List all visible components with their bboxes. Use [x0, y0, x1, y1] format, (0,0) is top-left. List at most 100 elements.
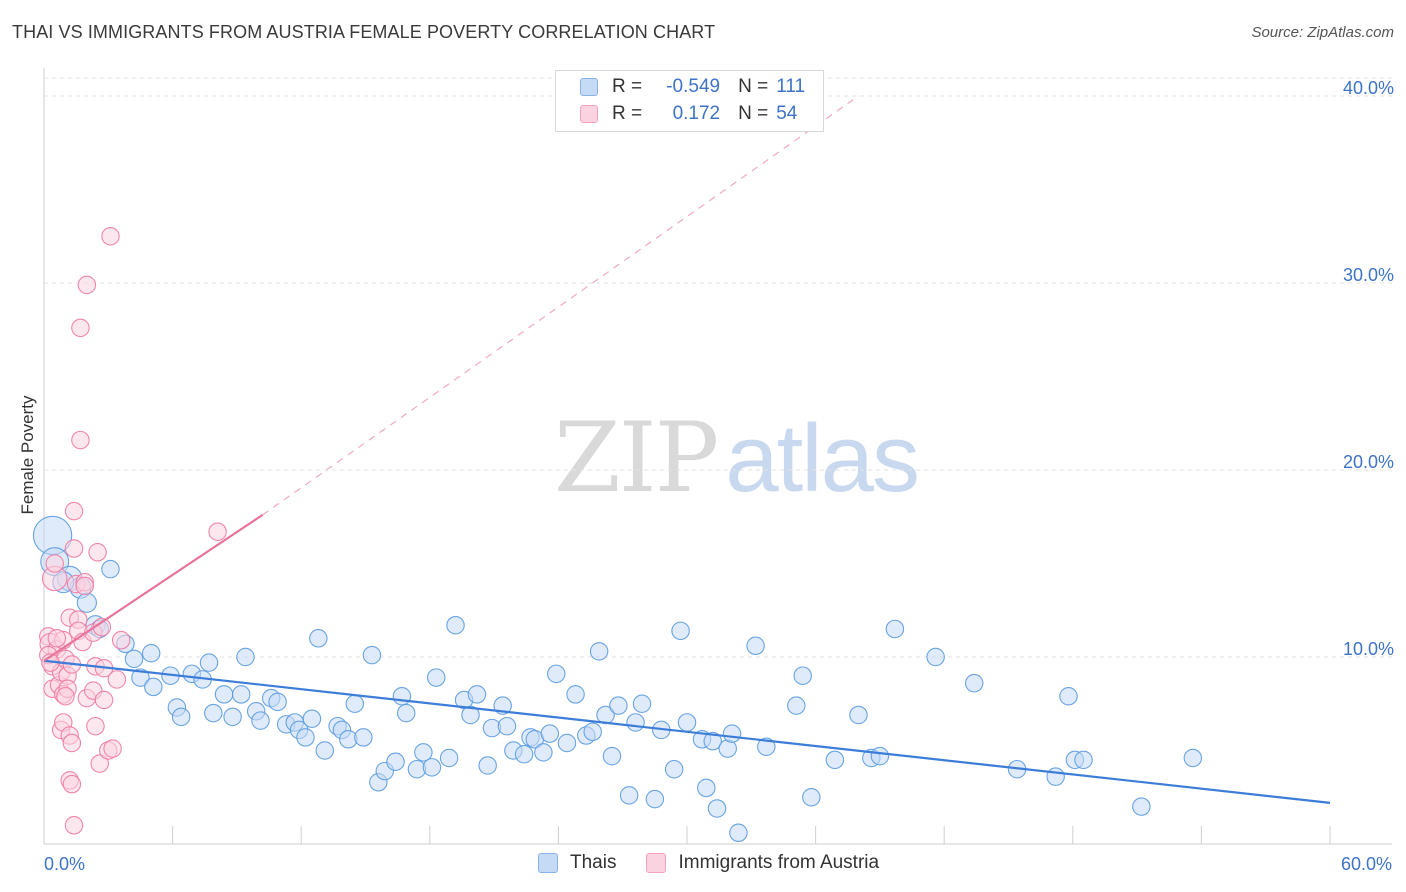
- data-point-thais: [609, 696, 628, 715]
- data-point-thais: [171, 707, 191, 727]
- data-point-thais: [296, 728, 315, 747]
- data-point-thais: [223, 707, 242, 727]
- data-point-austria: [77, 275, 97, 295]
- data-point-thais: [204, 703, 223, 723]
- data-point-austria: [103, 739, 122, 758]
- data-point-thais: [964, 673, 984, 693]
- data-point-thais: [199, 653, 219, 672]
- trend-line-austria: [43, 513, 264, 662]
- data-point-thais: [664, 759, 684, 779]
- data-point-thais: [619, 786, 639, 805]
- x-tick-label: 60.0%: [1341, 854, 1392, 874]
- trend-line-austria-extension: [262, 95, 859, 516]
- data-point-austria: [88, 543, 107, 562]
- series-label-thais: Thais: [570, 852, 617, 873]
- series-swatch-thais: [538, 853, 558, 873]
- data-point-thais: [439, 748, 459, 768]
- data-point-thais: [722, 724, 742, 743]
- data-point-thais: [141, 644, 161, 663]
- legend-swatch-thais: [580, 78, 598, 96]
- series-legend-item-austria[interactable]: Immigrants from Austria: [646, 852, 879, 874]
- data-point-thais: [497, 716, 517, 736]
- data-point-thais: [461, 705, 480, 725]
- legend-r-value: -0.549: [666, 76, 721, 97]
- watermark-zip: ZIP: [554, 402, 719, 514]
- data-point-thais: [825, 750, 845, 770]
- data-point-thais: [885, 619, 905, 639]
- legend-r-label: R =: [612, 103, 643, 124]
- data-point-thais: [557, 733, 577, 753]
- data-point-austria: [71, 318, 90, 338]
- data-point-thais: [787, 696, 806, 715]
- y-tick-label: 30.0%: [1343, 265, 1394, 285]
- data-point-thais: [446, 615, 465, 635]
- legend-swatch-austria: [580, 105, 598, 123]
- data-point-thais: [534, 743, 553, 762]
- data-point-thais: [231, 685, 251, 704]
- series-legend-item-thais[interactable]: Thais: [538, 852, 616, 874]
- data-point-austria: [208, 522, 227, 541]
- watermark-atlas: atlas: [725, 405, 920, 512]
- data-point-thais: [362, 645, 382, 665]
- data-point-thais: [547, 664, 566, 684]
- data-point-thais: [414, 743, 433, 762]
- data-point-austria: [111, 630, 131, 650]
- legend-row-austria: R = 0.172 N = 54: [580, 101, 797, 127]
- data-point-thais: [214, 685, 234, 704]
- data-point-thais: [746, 636, 765, 656]
- data-point-thais: [478, 756, 497, 775]
- legend-r-label: R =: [612, 76, 643, 97]
- data-point-thais: [309, 629, 328, 648]
- data-point-austria: [90, 754, 109, 773]
- data-point-austria: [94, 690, 114, 710]
- data-point-thais: [697, 778, 716, 798]
- legend-n-value: 111: [776, 76, 806, 97]
- data-point-austria: [64, 501, 84, 521]
- source-label: Source: ZipAtlas.com: [1251, 24, 1394, 41]
- data-point-thais: [386, 752, 405, 771]
- data-point-thais: [802, 788, 821, 807]
- data-point-austria: [62, 733, 82, 753]
- data-point-thais: [422, 758, 442, 777]
- legend-n-label: N =: [738, 76, 769, 97]
- data-point-thais: [396, 703, 416, 723]
- data-point-thais: [426, 668, 446, 687]
- data-point-austria: [86, 716, 105, 736]
- series-label-austria: Immigrants from Austria: [678, 852, 880, 873]
- data-point-thais: [131, 668, 150, 687]
- correlation-legend: R = -0.549 N = 111 R = 0.172 N = 54: [555, 70, 824, 132]
- data-point-thais: [645, 789, 665, 809]
- y-tick-label: 40.0%: [1343, 78, 1394, 98]
- data-point-austria: [101, 227, 120, 246]
- data-point-thais: [392, 687, 412, 706]
- data-point-thais: [729, 823, 748, 843]
- data-point-thais: [583, 722, 602, 742]
- data-point-austria: [107, 670, 127, 689]
- data-point-thais: [849, 705, 868, 725]
- data-point-austria: [47, 629, 67, 648]
- data-point-thais: [345, 694, 365, 713]
- chart-title: THAI VS IMMIGRANTS FROM AUSTRIA FEMALE P…: [12, 22, 716, 42]
- data-point-thais: [602, 746, 622, 766]
- data-point-austria: [71, 430, 90, 450]
- data-point-thais: [124, 649, 144, 669]
- data-point-thais: [354, 728, 373, 747]
- series-legend: Thais Immigrants from Austria: [538, 852, 909, 874]
- data-point-thais: [793, 666, 812, 685]
- data-point-thais: [315, 741, 335, 760]
- data-point-austria: [64, 816, 84, 835]
- data-point-thais: [926, 647, 945, 667]
- data-point-thais: [540, 724, 560, 743]
- data-point-thais: [144, 677, 163, 697]
- data-point-thais: [302, 709, 322, 728]
- data-point-austria: [75, 576, 94, 596]
- legend-n-label: N =: [738, 103, 769, 124]
- y-tick-label: 10.0%: [1343, 639, 1394, 659]
- data-point-thais: [514, 744, 534, 764]
- trend-line-thais: [43, 659, 1331, 804]
- data-point-austria: [64, 539, 84, 558]
- data-point-austria: [62, 774, 82, 794]
- data-point-austria: [45, 554, 64, 573]
- data-point-thais: [707, 799, 727, 818]
